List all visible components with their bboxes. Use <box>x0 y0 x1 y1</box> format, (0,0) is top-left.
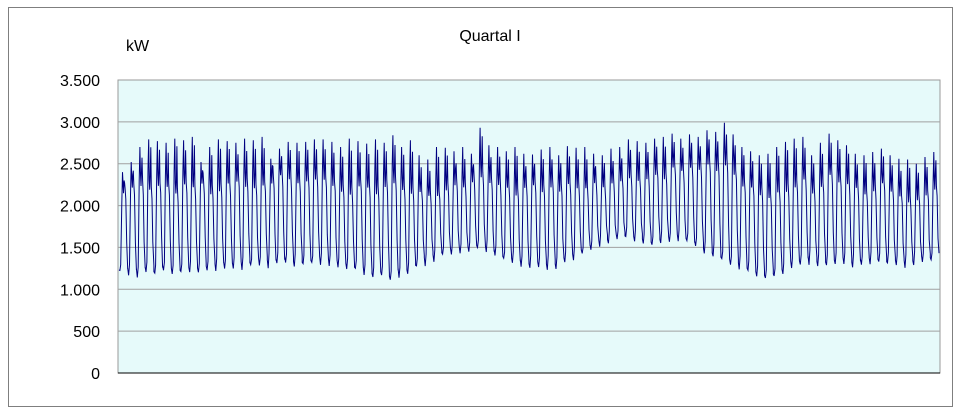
y-tick-label: 1.000 <box>60 282 100 299</box>
y-tick-label: 2.500 <box>60 157 100 174</box>
y-tick-label: 3.000 <box>60 115 100 132</box>
y-axis-ticks: 0 500 1.000 1.500 2.000 2.500 3.000 3.500 <box>60 73 100 383</box>
y-tick-label: 2.000 <box>60 199 100 216</box>
y-tick-label: 3.500 <box>60 73 100 90</box>
y-tick-label: 1.500 <box>60 240 100 257</box>
y-axis-unit-label: kW <box>126 38 150 55</box>
series-line <box>118 122 940 280</box>
chart-title: Quartal I <box>459 28 521 45</box>
plot-area <box>117 79 941 374</box>
y-tick-label: 500 <box>73 324 100 341</box>
y-tick-label: 0 <box>91 366 100 383</box>
